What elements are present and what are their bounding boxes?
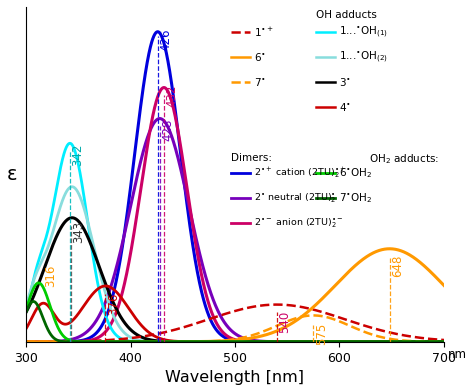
Text: 540: 540 [278,311,292,333]
Text: 6$^{\bullet}$OH$_2$: 6$^{\bullet}$OH$_2$ [338,166,372,180]
Text: 376: 376 [107,292,120,314]
X-axis label: Wavelength [nm]: Wavelength [nm] [165,370,304,385]
Y-axis label: ε: ε [7,165,18,184]
Text: 343: 343 [73,221,86,243]
Text: 1...$^{\bullet}$OH$_{(1)}$: 1...$^{\bullet}$OH$_{(1)}$ [338,24,388,40]
Text: 1...$^{\bullet}$OH$_{(2)}$: 1...$^{\bullet}$OH$_{(2)}$ [338,49,388,65]
Text: OH$_2$ adducts:: OH$_2$ adducts: [369,152,438,166]
Text: 426: 426 [159,29,172,51]
Text: 7$^{\bullet}$: 7$^{\bullet}$ [254,76,266,88]
Text: 7$^{\bullet}$OH$_2$: 7$^{\bullet}$OH$_2$ [338,191,372,205]
Text: OH adducts: OH adducts [317,10,377,20]
Text: 432: 432 [165,84,179,107]
Text: 1$^{\bullet+}$: 1$^{\bullet+}$ [254,25,274,38]
Text: 2$^{\bullet}$ neutral (2TU)$_2^{\bullet}$: 2$^{\bullet}$ neutral (2TU)$_2^{\bullet}… [254,191,336,205]
Text: nm: nm [448,348,467,361]
Text: Dimers:: Dimers: [231,152,272,163]
Text: 648: 648 [391,255,404,278]
Text: 4$^{\bullet}$: 4$^{\bullet}$ [338,102,351,113]
Text: 342: 342 [72,143,84,166]
Text: 6$^{\bullet}$: 6$^{\bullet}$ [254,51,266,63]
Text: 428: 428 [161,118,174,141]
Text: 316: 316 [45,264,57,287]
Text: 2$^{\bullet+}$ cation (2TU)$_2^{\bullet+}$: 2$^{\bullet+}$ cation (2TU)$_2^{\bullet+… [254,165,346,180]
Text: 2$^{\bullet-}$ anion (2TU)$_2^{\bullet-}$: 2$^{\bullet-}$ anion (2TU)$_2^{\bullet-}… [254,216,344,230]
Text: 3$^{\bullet}$: 3$^{\bullet}$ [338,76,351,88]
Text: 575: 575 [315,323,328,345]
